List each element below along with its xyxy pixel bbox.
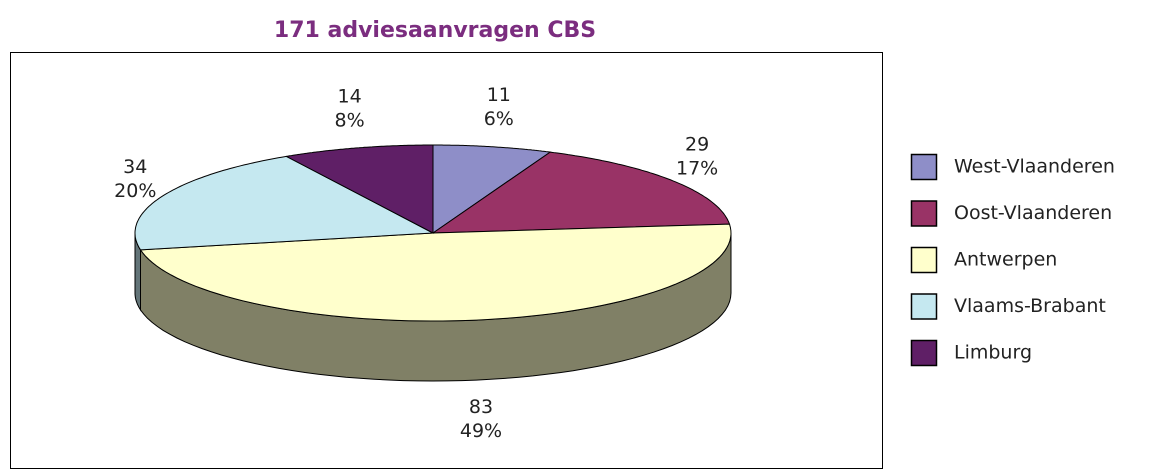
legend-label: West-Vlaanderen (954, 156, 1115, 178)
data-label: 29 (685, 134, 709, 156)
data-label: 14 (338, 86, 362, 108)
data-label: 20% (114, 180, 156, 202)
data-label: 49% (460, 420, 502, 442)
legend-label: Oost-Vlaanderen (954, 202, 1112, 224)
pie-slice (134, 155, 435, 251)
data-label: 17% (676, 158, 718, 180)
plot-frame (10, 52, 883, 469)
pie-slice (284, 144, 434, 234)
data-label: 6% (484, 108, 514, 130)
data-label: 8% (335, 110, 365, 132)
data-label: 34 (123, 156, 147, 178)
pie-slice (431, 151, 731, 234)
pie-slice (432, 144, 552, 234)
legend-swatch (910, 293, 938, 320)
legend-swatch (910, 246, 938, 274)
pie-slice (139, 223, 732, 322)
legend-label: Limburg (954, 342, 1032, 364)
legend-swatch (910, 200, 938, 227)
chart-title: 171 adviesaanvragen CBS (274, 18, 596, 43)
legend-label: Antwerpen (954, 249, 1057, 271)
legend-swatch (910, 339, 938, 367)
data-label: 83 (469, 396, 493, 418)
legend-label: Vlaams-Brabant (954, 295, 1106, 317)
legend-swatch (910, 153, 938, 181)
data-label: 11 (487, 84, 511, 106)
